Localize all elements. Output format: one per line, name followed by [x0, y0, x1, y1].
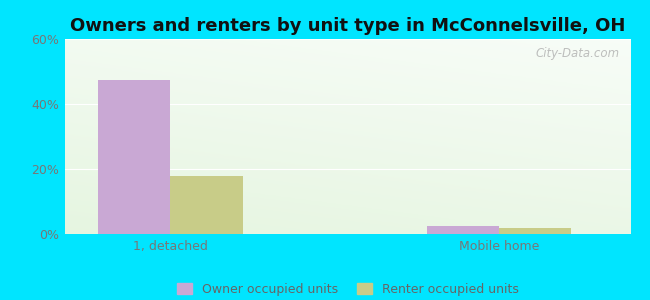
Bar [426, 226, 499, 234]
Bar [499, 228, 571, 234]
Bar [170, 176, 242, 234]
Text: City-Data.com: City-Data.com [535, 47, 619, 60]
Title: Owners and renters by unit type in McConnelsville, OH: Owners and renters by unit type in McCon… [70, 17, 625, 35]
Bar [98, 80, 170, 234]
Legend: Owner occupied units, Renter occupied units: Owner occupied units, Renter occupied un… [177, 283, 519, 296]
